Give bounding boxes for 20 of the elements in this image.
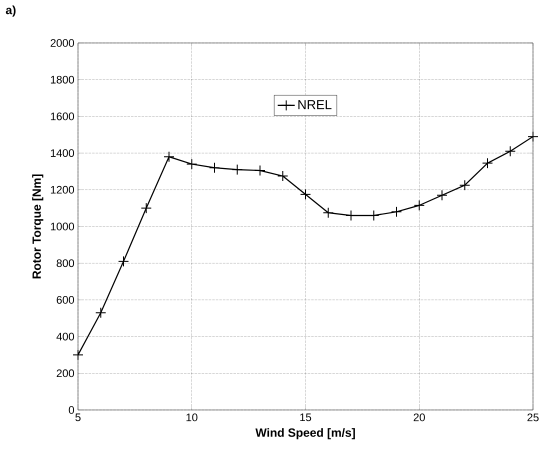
y-axis-title: Rotor Torque [Nm]: [32, 174, 44, 278]
y-tick-label: 600: [56, 296, 74, 304]
y-tick-label: 1200: [50, 186, 74, 194]
y-tick-label: 400: [56, 332, 74, 340]
x-tick-label: 5: [75, 414, 81, 422]
x-tick-label: 25: [527, 414, 539, 422]
text: a): [6, 6, 16, 17]
x-axis-title: Wind Speed [m/s]: [255, 428, 355, 440]
x-tick-label: 15: [300, 414, 312, 422]
x-tick-label: 10: [186, 414, 198, 422]
x-tick-label: 20: [414, 414, 425, 422]
y-tick-label: 0: [68, 406, 74, 414]
y-tick-label: 200: [56, 369, 74, 378]
y-tick-label: 800: [56, 259, 74, 268]
y-tick-label: 1400: [50, 149, 74, 157]
legend-label: NREL: [298, 100, 332, 110]
y-tick-label: 1600: [50, 112, 74, 120]
y-tick-label: 1800: [50, 76, 74, 84]
y-tick-label: 1000: [50, 222, 74, 230]
y-tick-label: 2000: [50, 39, 74, 47]
